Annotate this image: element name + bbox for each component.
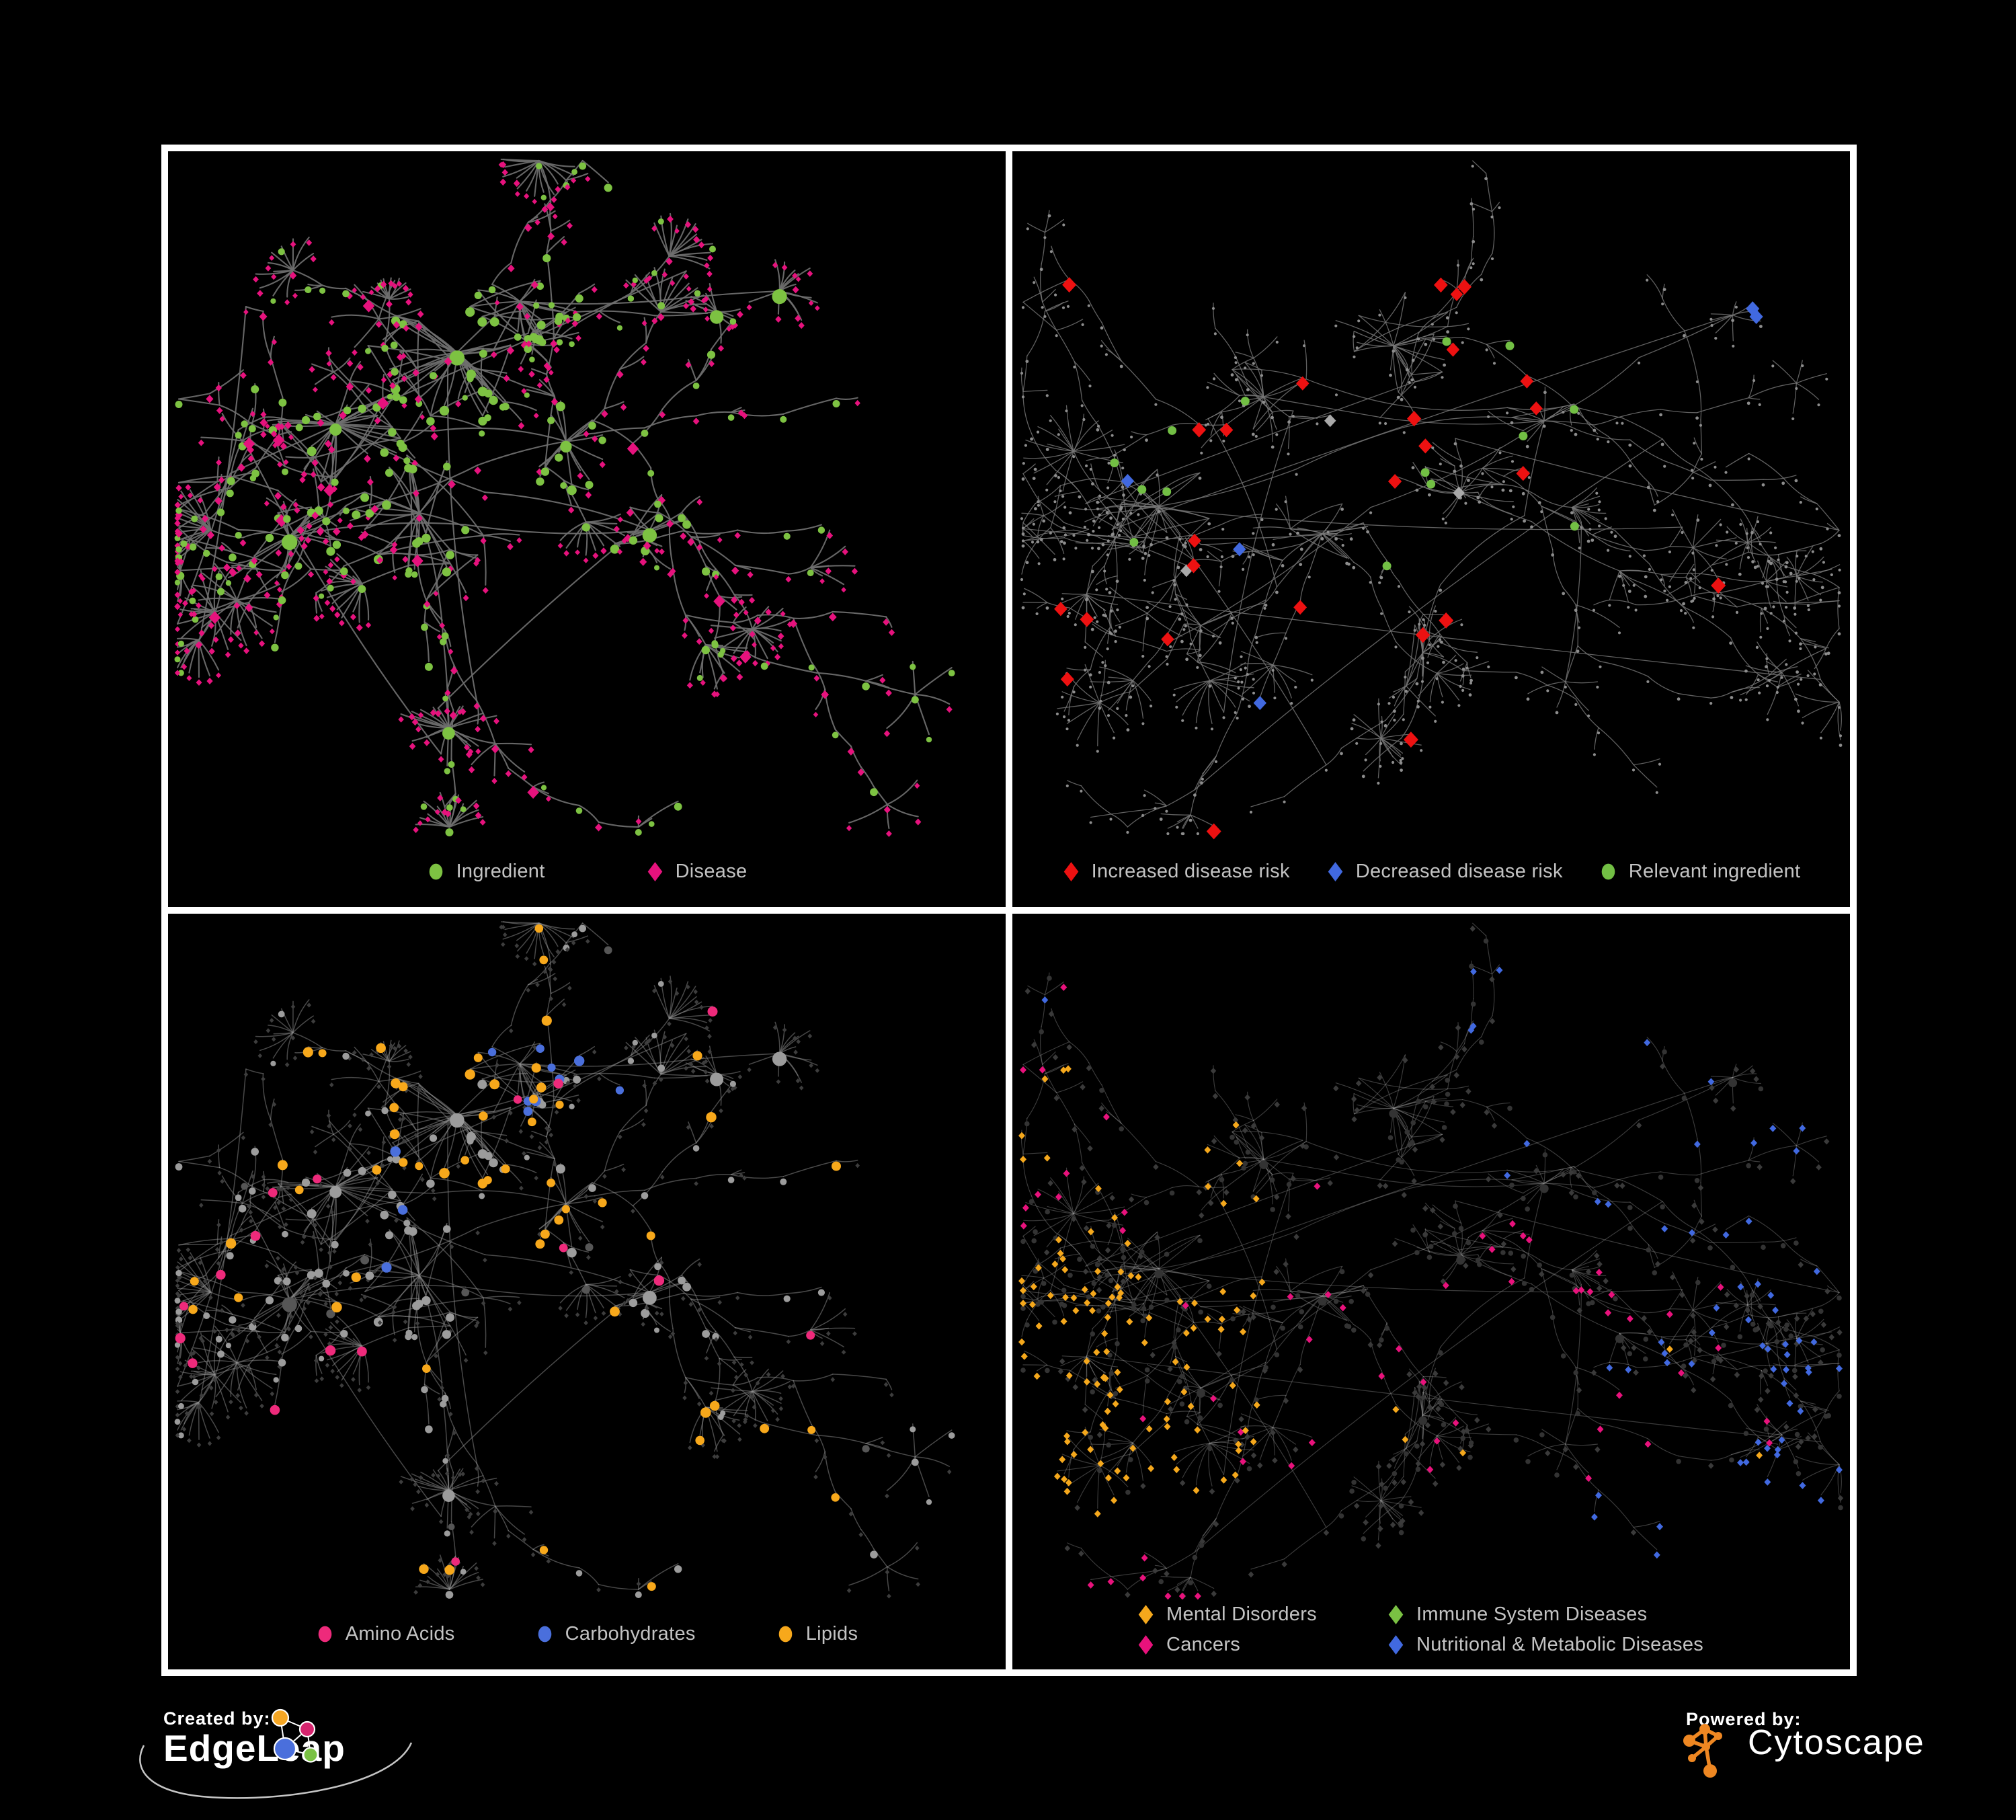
legend-label: Disease [675,861,748,882]
figure-frame: Ingredient Disease Increased disease risk… [161,145,1857,1676]
cytoscape-logo [1683,1724,1722,1778]
legend-item: Relevant ingredient [1599,861,1801,883]
legend-label: Mental Disorders [1166,1604,1317,1625]
legend-label: Increased disease risk [1091,861,1290,882]
legend-diamond-icon [1388,1635,1404,1655]
panel-legend: Amino Acids Carbohydrates Lipids [168,1623,1006,1645]
legend-item: Mental Disorders [1137,1604,1387,1626]
panel-legend: Increased disease risk Decreased disease … [1012,861,1850,883]
legend-label: Decreased disease risk [1355,861,1563,882]
legend-ellipse-icon [429,863,442,880]
legend-item: Ingredient [427,861,545,883]
legend-item: Cancers [1137,1634,1387,1656]
legend-item: Nutritional & Metabolic Diseases [1387,1634,1703,1656]
network-graph [174,921,955,1599]
legend-ellipse-icon [1601,863,1615,880]
legend-diamond-icon [1063,862,1078,881]
legend-label: Immune System Diseases [1416,1604,1648,1625]
legend-diamond-icon [1388,1605,1404,1624]
legend-label: Cancers [1166,1634,1241,1655]
legend-item: Increased disease risk [1062,861,1290,883]
legend-item: Decreased disease risk [1326,861,1563,883]
legend-item: Lipids [776,1623,858,1645]
panel-nutrient-class-network: Amino Acids Carbohydrates Lipids [168,914,1006,1669]
panel-legend: Mental Disorders Immune System Diseases Ca… [1137,1604,1703,1656]
legend-diamond-icon [647,862,662,881]
network-graph [174,158,955,837]
legend-label: Carbohydrates [565,1623,696,1645]
panel-disease-class-network: Mental Disorders Immune System Diseases Ca… [1012,914,1850,1669]
legend-diamond-icon [1328,862,1343,881]
legend-label: Lipids [805,1623,858,1645]
legend-label: Ingredient [456,861,545,882]
legend-label: Relevant ingredient [1628,861,1801,882]
legend-ellipse-icon [318,1626,331,1643]
cytoscape-wordmark: Cytoscape [1748,1723,1925,1762]
legend-item: Carbohydrates [536,1623,696,1645]
legend-ellipse-icon [538,1626,551,1643]
panel-disease-risk-network: Increased disease risk Decreased disease … [1012,151,1850,907]
panel-legend: Ingredient Disease [168,861,1006,883]
legend-diamond-icon [1138,1605,1154,1624]
network-graph [1020,160,1843,840]
created-by-label: Created by: [163,1708,271,1729]
legend-diamond-icon [1138,1635,1154,1655]
legend-label: Nutritional & Metabolic Diseases [1416,1634,1704,1655]
legend-ellipse-icon [778,1626,792,1643]
panel-ingredient-disease-network: Ingredient Disease [168,151,1006,907]
network-graph [1018,922,1844,1600]
legend-item: Immune System Diseases [1387,1604,1703,1626]
edgeleap-swoosh [139,1742,413,1799]
legend-item: Amino Acids [316,1623,455,1645]
legend-item: Disease [646,861,748,883]
legend-label: Amino Acids [345,1623,455,1645]
edgeleap-logo [139,1708,413,1799]
